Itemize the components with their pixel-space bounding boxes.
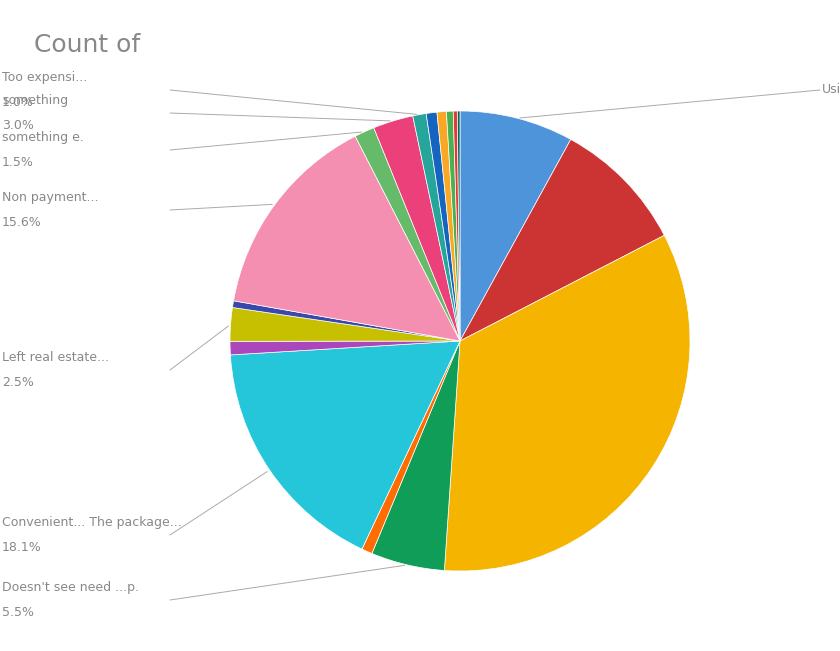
- Text: 1.0%: 1.0%: [2, 96, 34, 109]
- Text: Count of: Count of: [34, 33, 139, 57]
- Wedge shape: [233, 301, 460, 341]
- Wedge shape: [230, 341, 460, 355]
- Wedge shape: [454, 111, 460, 341]
- Wedge shape: [446, 111, 460, 341]
- Wedge shape: [230, 341, 460, 549]
- Wedge shape: [426, 112, 460, 341]
- Text: 3.0%: 3.0%: [2, 119, 34, 132]
- Wedge shape: [412, 113, 460, 341]
- Text: Convenient... The package...: Convenient... The package...: [2, 516, 181, 529]
- Text: 18.1%: 18.1%: [2, 541, 42, 554]
- Wedge shape: [355, 128, 460, 341]
- Wedge shape: [437, 111, 460, 341]
- Text: something: something: [2, 94, 68, 107]
- Wedge shape: [460, 139, 664, 341]
- Text: something e.: something e.: [2, 131, 84, 144]
- Text: Doesn't see need ...p.: Doesn't see need ...p.: [2, 581, 139, 594]
- Text: 1.5%: 1.5%: [2, 156, 34, 169]
- Text: 5.5%: 5.5%: [2, 606, 34, 619]
- Text: Left real estate...: Left real estate...: [2, 351, 109, 364]
- Text: Non payment...: Non payment...: [2, 191, 98, 204]
- Wedge shape: [230, 307, 460, 341]
- Text: Too expensi...: Too expensi...: [2, 71, 87, 84]
- Wedge shape: [444, 236, 690, 571]
- Wedge shape: [372, 341, 460, 570]
- Text: Using...: Using...: [822, 83, 840, 96]
- Wedge shape: [362, 341, 460, 553]
- Text: 15.6%: 15.6%: [2, 216, 42, 229]
- Wedge shape: [374, 116, 460, 341]
- Wedge shape: [457, 111, 460, 341]
- Wedge shape: [234, 136, 460, 341]
- Text: 2.5%: 2.5%: [2, 376, 34, 389]
- Wedge shape: [460, 111, 570, 341]
